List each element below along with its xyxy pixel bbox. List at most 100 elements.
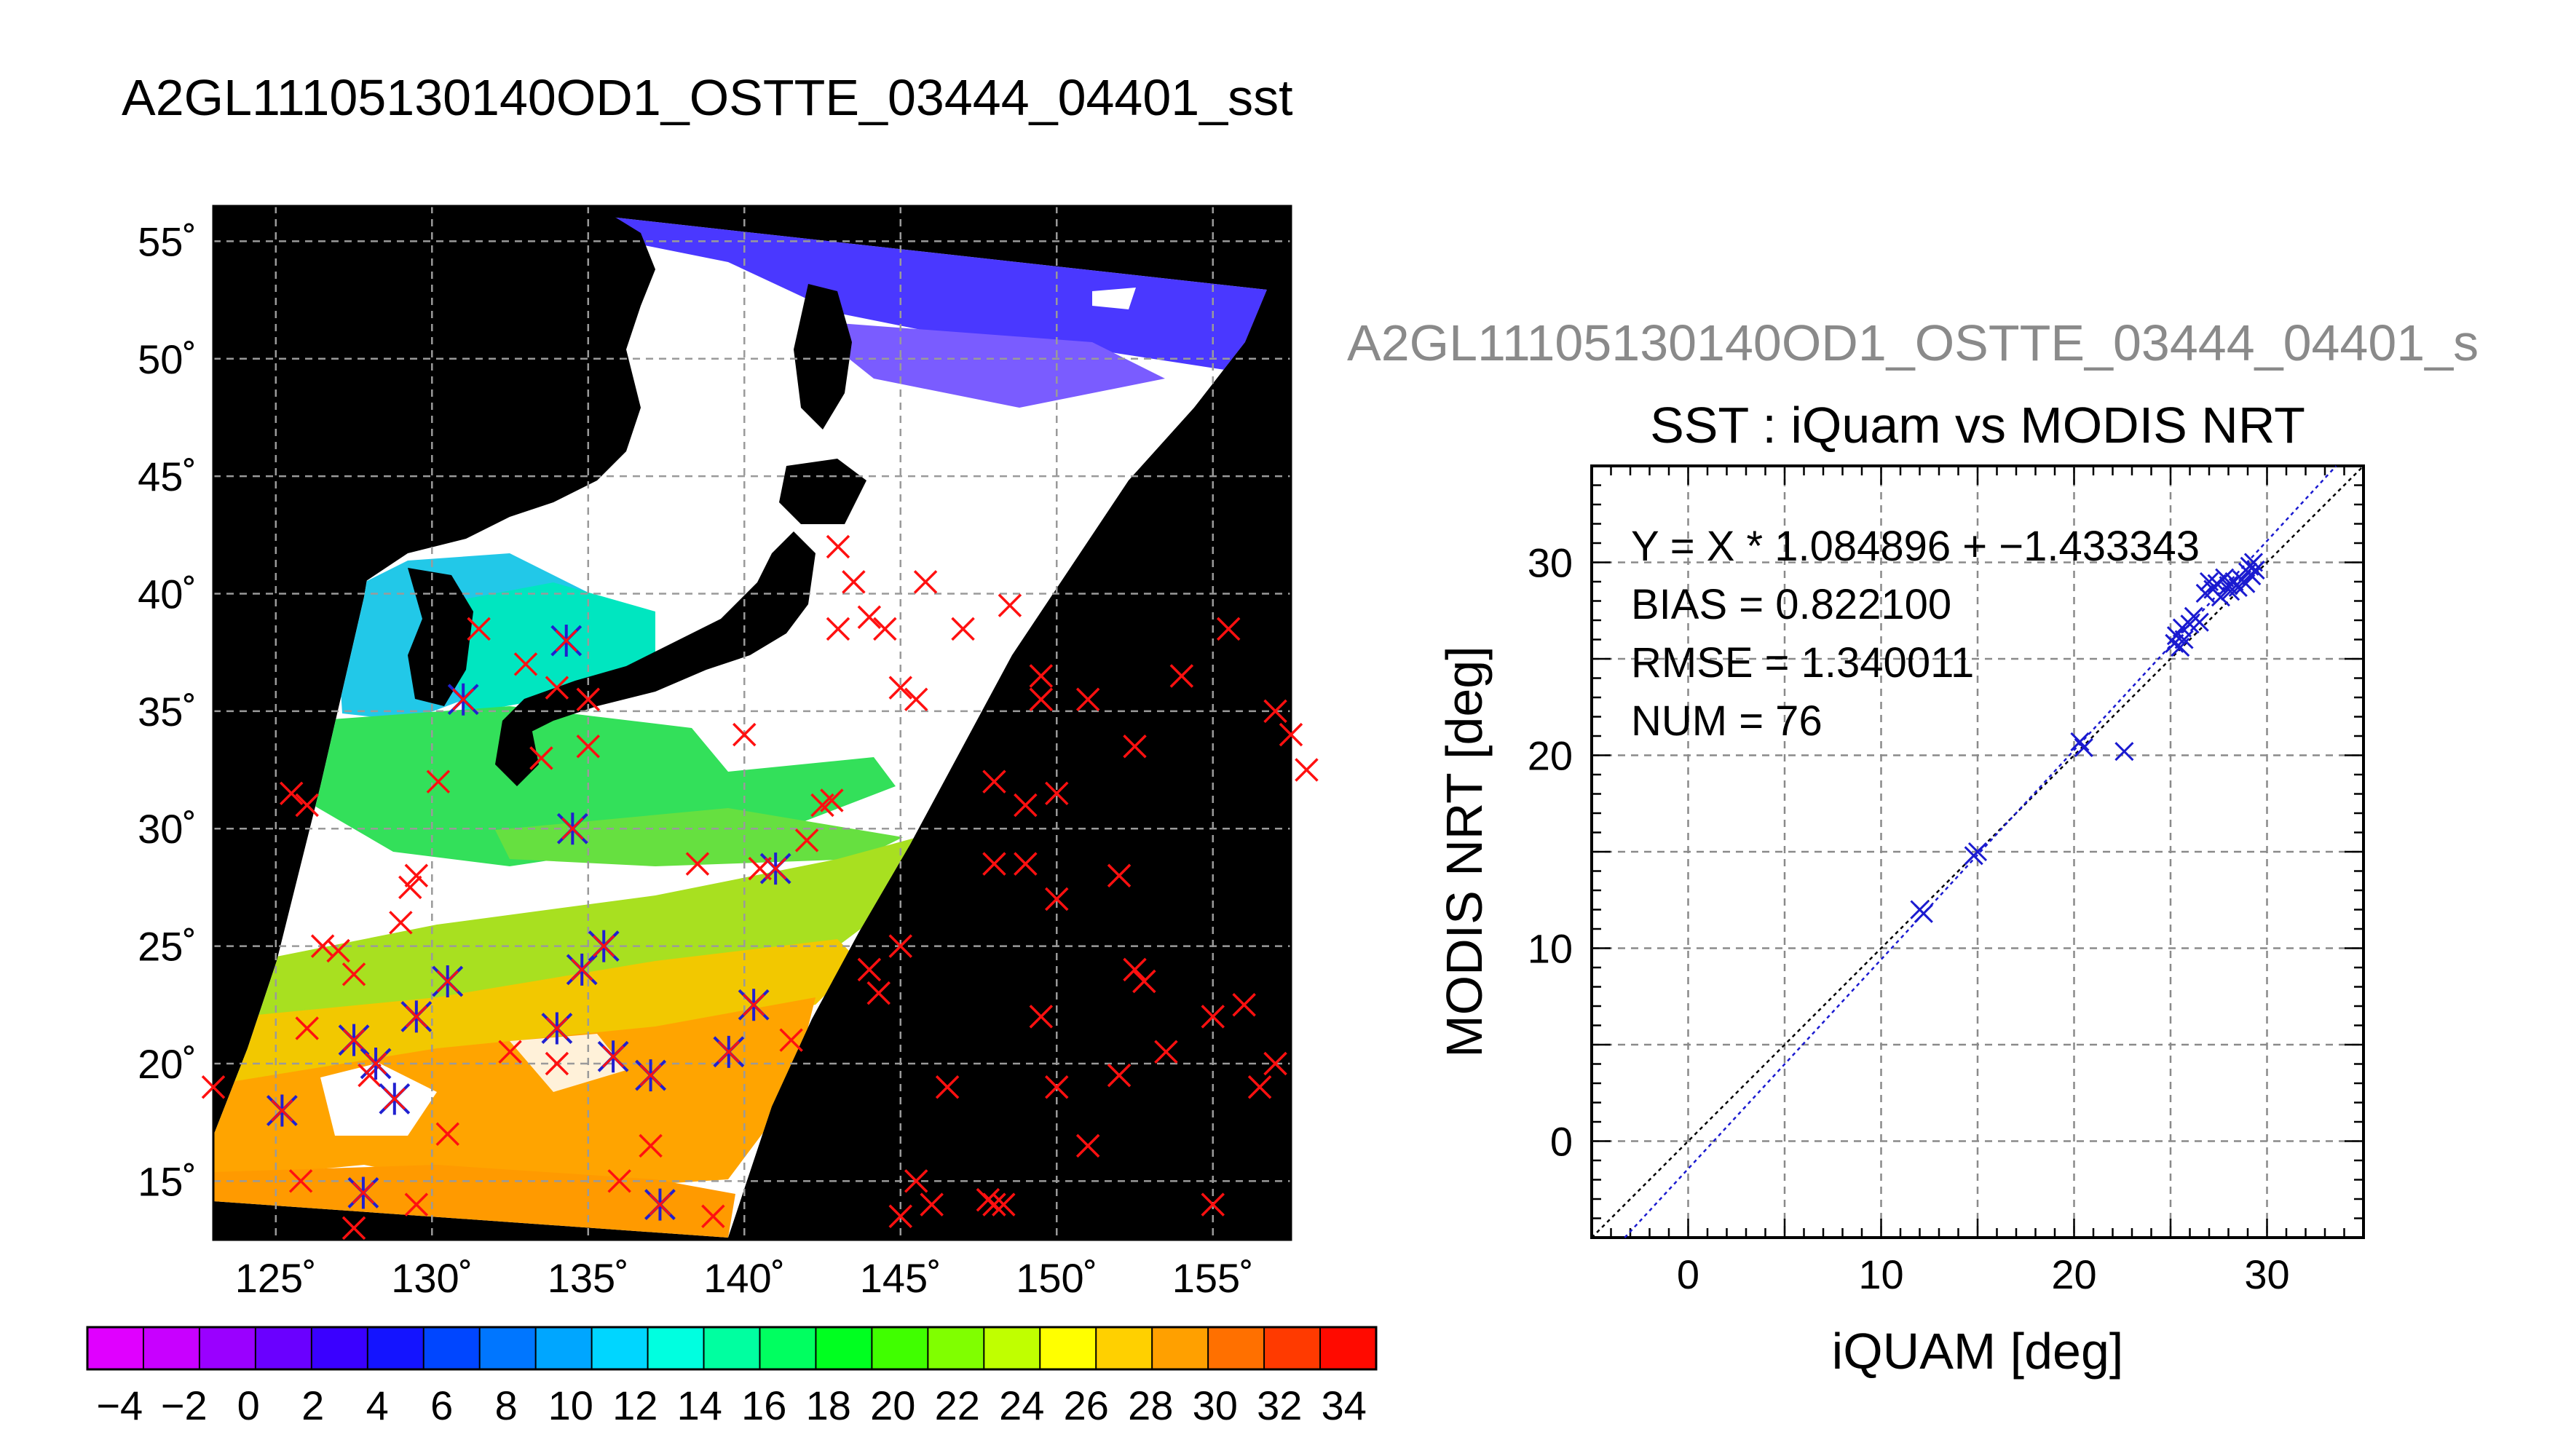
colorbar-tick-label: 2 xyxy=(301,1382,324,1428)
buoy-marker-matched xyxy=(635,1059,666,1092)
buoy-marker-red xyxy=(295,1016,319,1040)
scatter-point xyxy=(2243,553,2264,572)
buoy-marker-matched xyxy=(556,812,588,845)
longitude-tick-label: 130˚ xyxy=(391,1255,473,1301)
buoy-marker-matched xyxy=(541,1012,573,1045)
scatter-point xyxy=(2114,742,2134,761)
buoy-marker-red xyxy=(529,746,553,770)
buoy-marker-red xyxy=(1132,969,1156,994)
scatter-y-tick-label: 10 xyxy=(1528,926,1573,972)
longitude-tick-label: 155˚ xyxy=(1172,1255,1254,1301)
latitude-tick-label: 15˚ xyxy=(138,1158,197,1204)
buoy-marker-red xyxy=(998,593,1022,617)
colorbar-swatch xyxy=(1320,1327,1377,1369)
scatter-point xyxy=(1967,842,1988,862)
land-sakhalin xyxy=(794,284,852,430)
colorbar-swatch xyxy=(1040,1327,1097,1369)
scatter-x-tick-label: 0 xyxy=(1677,1251,1699,1297)
sst-band-cyan xyxy=(437,582,655,713)
sst-band-green2 xyxy=(495,808,903,866)
buoy-marker-red xyxy=(1247,1075,1272,1099)
buoy-marker-red xyxy=(935,1075,960,1099)
buoy-marker-red xyxy=(842,570,866,594)
buoy-marker-red xyxy=(1029,687,1054,711)
buoy-marker-red xyxy=(1014,793,1038,818)
colorbar-swatch xyxy=(647,1327,705,1369)
colorbar-swatch xyxy=(928,1327,984,1369)
stats-fit: Y = X * 1.084896 + −1.433343 xyxy=(1631,523,2200,570)
latitude-tick-label: 55˚ xyxy=(138,218,197,264)
colorbar-tick-label: 10 xyxy=(548,1382,593,1428)
colorbar-tick-label: 26 xyxy=(1064,1382,1109,1428)
buoy-marker-red xyxy=(435,1122,459,1147)
longitude-labels: 125˚ 130˚ 135˚ 140˚ 145˚ 150˚ 155˚ xyxy=(235,1255,1254,1301)
scatter-y-tick-label: 0 xyxy=(1550,1119,1573,1165)
buoy-marker-red xyxy=(280,781,304,806)
colorbar-tick-label: 24 xyxy=(999,1382,1044,1428)
colorbar-tick-label: 20 xyxy=(870,1382,915,1428)
buoy-marker-red xyxy=(389,911,413,935)
buoy-marker-matched xyxy=(738,989,770,1021)
colorbar-tick-label: 18 xyxy=(806,1382,851,1428)
buoy-marker-red-overlay xyxy=(342,1029,366,1051)
longitude-tick-label: 145˚ xyxy=(860,1255,941,1301)
stats-num: NUM = 76 xyxy=(1631,697,1823,745)
colorbar-tick-label: 14 xyxy=(677,1382,722,1428)
buoy-marker-red xyxy=(545,676,569,700)
scatter-subtitle: A2GL11105130140OD1_OSTTE_03444_04401_s xyxy=(1347,314,2479,371)
scatter-points xyxy=(1910,553,2265,923)
buoy-marker-red xyxy=(576,687,601,711)
map-gridlines xyxy=(213,206,1291,1240)
colorbar-swatch xyxy=(1152,1327,1209,1369)
buoy-marker-red xyxy=(976,1187,1000,1212)
scatter-point xyxy=(2224,571,2244,592)
buoy-marker-matched xyxy=(347,1176,379,1209)
buoy-marker-red xyxy=(467,617,491,641)
land-hokkaido xyxy=(779,459,866,524)
buoy-marker-red-overlay xyxy=(436,970,459,993)
buoy-marker-red-overlay xyxy=(743,994,765,1016)
buoy-marker-red xyxy=(888,676,913,700)
buoy-marker-red xyxy=(1201,1005,1225,1029)
buoy-marker-red xyxy=(1107,1063,1132,1088)
latitude-tick-label: 30˚ xyxy=(138,806,197,852)
buoy-marker-red xyxy=(701,1204,725,1228)
colorbar-tick-label: 32 xyxy=(1257,1382,1302,1428)
scatter-x-axis-label: iQUAM [deg] xyxy=(1832,1323,2124,1380)
buoy-marker-red-overlay xyxy=(352,1182,374,1204)
colorbar-swatch xyxy=(816,1327,872,1369)
stats-bias: BIAS = 0.822100 xyxy=(1631,581,1951,628)
colorbar-swatch xyxy=(367,1327,424,1369)
colorbar-swatch xyxy=(1208,1327,1265,1369)
buoy-marker-matched xyxy=(759,852,791,885)
colorbar-tick-label: −2 xyxy=(161,1382,208,1428)
buoy-marker-matched xyxy=(400,1000,433,1033)
colorbar-tick-label: 4 xyxy=(366,1382,389,1428)
buoy-marker-red xyxy=(826,617,850,641)
scatter-x-tick-label: 10 xyxy=(1858,1251,1903,1297)
buoy-marker-red xyxy=(576,735,601,759)
buoy-marker-red xyxy=(779,1028,803,1052)
sst-map: 55˚ 50˚ 45˚ 40˚ 35˚ 30˚ 25˚ 20˚ 15˚ 125˚ 130˚ 135˚… xyxy=(138,205,1319,1301)
buoy-marker-red xyxy=(404,1192,429,1216)
buoy-marker-red xyxy=(1045,887,1069,911)
colorbar-swatch xyxy=(199,1327,256,1369)
colorbar-tick-label: 22 xyxy=(935,1382,980,1428)
buoy-marker-red xyxy=(639,1133,663,1158)
buoy-marker-matched xyxy=(360,1047,392,1080)
scatter-point xyxy=(2211,587,2230,607)
page-title: A2GL11105130140OD1_OSTTE_03444_04401_sst xyxy=(122,69,1293,126)
buoy-marker-red xyxy=(1279,722,1303,747)
buoy-marker-red xyxy=(1075,1133,1100,1158)
buoy-marker-red xyxy=(1216,617,1241,641)
buoy-marker-red xyxy=(982,852,1006,876)
buoy-marker-red-overlay xyxy=(561,818,584,840)
buoy-marker-red-overlay xyxy=(765,858,787,880)
buoy-marker-red xyxy=(1295,758,1319,782)
colorbar-labels: −4 −2 0 2 4 6 8 10 12 14 16 18 20 22 24 26 28 30 32 34 xyxy=(96,1382,1367,1428)
colorbar-tick-label: 0 xyxy=(237,1382,260,1428)
buoy-marker-red xyxy=(732,722,757,747)
colorbar-swatch xyxy=(423,1327,481,1369)
colorbar-swatch xyxy=(984,1327,1040,1369)
buoy-marker-red xyxy=(201,1075,226,1099)
